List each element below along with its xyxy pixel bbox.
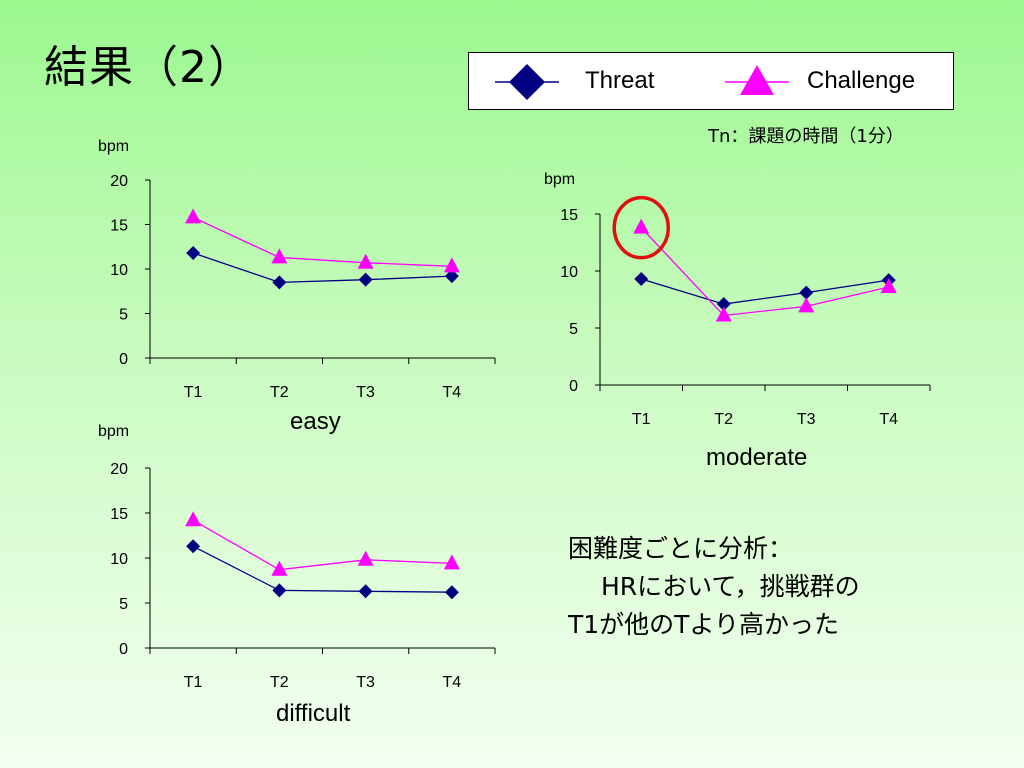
- y-tick-label: 5: [119, 596, 128, 613]
- y-tick-label: 15: [110, 218, 128, 235]
- threat-point-t2: [272, 275, 287, 290]
- highlight-circle: [612, 195, 670, 260]
- y-tick-label: 15: [110, 506, 128, 523]
- series-line-threat: [192, 252, 452, 284]
- slide-title: 結果（2）: [44, 42, 253, 93]
- threat-point-t3: [358, 272, 373, 287]
- series-line-challenge: [640, 227, 889, 317]
- x-tick-label: T3: [356, 384, 375, 401]
- x-tick-label: T4: [443, 674, 462, 691]
- threat-point-t1: [634, 271, 649, 286]
- x-tick-label: T2: [270, 674, 289, 691]
- conclusion-text: 困難度ごとに分析： HRにおいて，挑戦群の T1が他のTより高かった: [568, 530, 860, 644]
- challenge-point-t1: [633, 218, 650, 234]
- conclusion-line-2: HRにおいて，挑戦群の: [568, 572, 860, 601]
- y-tick-label: 0: [119, 641, 128, 658]
- legend-box: Threat Challenge: [468, 52, 954, 110]
- y-axis-label: bpm: [98, 423, 129, 440]
- threat-point-t3: [799, 285, 814, 300]
- y-tick-label: 0: [119, 351, 128, 368]
- conclusion-line-1: 困難度ごとに分析：: [568, 534, 794, 563]
- series-line-challenge: [192, 216, 452, 267]
- y-tick-label: 5: [119, 307, 128, 324]
- threat-point-t2: [272, 583, 287, 598]
- series-line-challenge: [192, 519, 452, 571]
- chart-moderate: bpm 0 5 10 15 T1 T2 T3 T4: [510, 162, 970, 442]
- challenge-point-t2: [271, 248, 288, 264]
- y-axis-label: bpm: [544, 171, 575, 188]
- y-tick-label: 5: [569, 321, 578, 338]
- x-tick-label: T2: [714, 411, 733, 428]
- x-tick-label: T1: [184, 384, 203, 401]
- chart-difficult: bpm 0 5 10 15 20 T1 T2 T3 T4: [60, 418, 520, 698]
- x-tick-label: T3: [356, 674, 375, 691]
- legend-threat-label: Threat: [585, 67, 655, 94]
- chart-difficult-svg: bpm 0 5 10 15 20 T1 T2 T3 T4: [98, 423, 496, 691]
- y-tick-label: 10: [110, 551, 128, 568]
- challenge-point-t1: [185, 511, 202, 527]
- challenge-point-t4: [443, 554, 460, 570]
- challenge-point-t2: [715, 306, 732, 322]
- x-tick-label: T4: [879, 411, 898, 428]
- legend-threat-diamond-icon: [509, 64, 545, 100]
- threat-point-t2: [716, 297, 731, 312]
- challenge-point-t1: [185, 208, 202, 224]
- legend-markers: [495, 64, 789, 100]
- series-line-threat: [192, 545, 452, 593]
- x-tick-label: T1: [184, 674, 203, 691]
- y-axis-label: bpm: [98, 138, 129, 155]
- chart-moderate-caption: moderate: [706, 444, 808, 471]
- x-tick-label: T2: [270, 384, 289, 401]
- legend-challenge-label: Challenge: [807, 67, 916, 94]
- challenge-point-t2: [271, 560, 288, 576]
- chart-easy: bpm 0 5 10 15 20 T1 T2 T3 T4: [60, 130, 520, 410]
- legend-challenge-triangle-icon: [740, 65, 774, 95]
- y-tick-label: 20: [110, 461, 128, 478]
- y-tick-label: 20: [110, 173, 128, 190]
- chart-easy-caption: easy: [290, 408, 341, 435]
- conclusion-line-3: T1が他のTより高かった: [568, 610, 839, 639]
- time-note: Tn：課題の時間（1分）: [708, 126, 904, 147]
- x-tick-label: T4: [443, 384, 462, 401]
- chart-easy-svg: bpm 0 5 10 15 20 T1 T2 T3 T4: [98, 138, 496, 401]
- series-line-threat: [641, 278, 889, 305]
- x-tick-label: T1: [632, 411, 651, 428]
- chart-moderate-svg: bpm 0 5 10 15 T1 T2 T3 T4: [544, 171, 931, 428]
- challenge-point-t4: [880, 277, 897, 293]
- y-tick-label: 10: [110, 262, 128, 279]
- y-tick-label: 10: [560, 264, 578, 281]
- threat-point-t4: [444, 269, 459, 284]
- threat-point-t4: [444, 585, 459, 600]
- threat-point-t1: [186, 539, 201, 554]
- y-tick-label: 0: [569, 378, 578, 395]
- challenge-point-t3: [798, 297, 815, 313]
- challenge-point-t3: [357, 253, 374, 269]
- challenge-point-t3: [357, 550, 374, 566]
- challenge-point-t4: [443, 257, 460, 273]
- threat-point-t1: [186, 245, 201, 260]
- chart-difficult-caption: difficult: [276, 700, 351, 727]
- threat-point-t3: [358, 584, 373, 599]
- y-tick-label: 15: [560, 207, 578, 224]
- x-tick-label: T3: [797, 411, 816, 428]
